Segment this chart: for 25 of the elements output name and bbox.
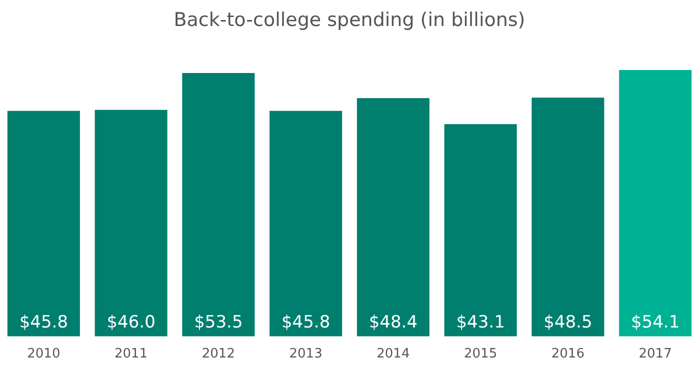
x-tick-label: 2016 — [551, 346, 584, 362]
bar — [356, 98, 430, 336]
data-label: $46.0 — [106, 312, 156, 332]
bar — [444, 124, 517, 336]
bar — [94, 110, 168, 336]
bar — [532, 98, 604, 336]
x-tick-label: 2013 — [289, 346, 322, 362]
data-label: $45.8 — [281, 312, 330, 332]
bar — [270, 110, 342, 336]
x-tick-label: 2011 — [114, 346, 148, 362]
x-tick-label: 2015 — [464, 346, 498, 362]
data-label: $48.5 — [544, 312, 592, 332]
data-label: $43.1 — [456, 312, 505, 332]
x-tick-label: 2012 — [202, 346, 235, 362]
data-label: $45.8 — [19, 312, 68, 332]
bar — [182, 72, 255, 336]
x-tick-label: 2014 — [376, 346, 410, 362]
chart-title: Back-to-college spending (in billions) — [172, 8, 526, 33]
x-tick-label: 2017 — [638, 346, 672, 362]
data-label: $54.1 — [630, 312, 680, 332]
x-tick-label: 2010 — [27, 346, 60, 362]
data-label: $53.5 — [194, 312, 243, 332]
data-label: $48.4 — [368, 312, 418, 332]
bar — [619, 70, 692, 336]
bar — [7, 110, 80, 336]
